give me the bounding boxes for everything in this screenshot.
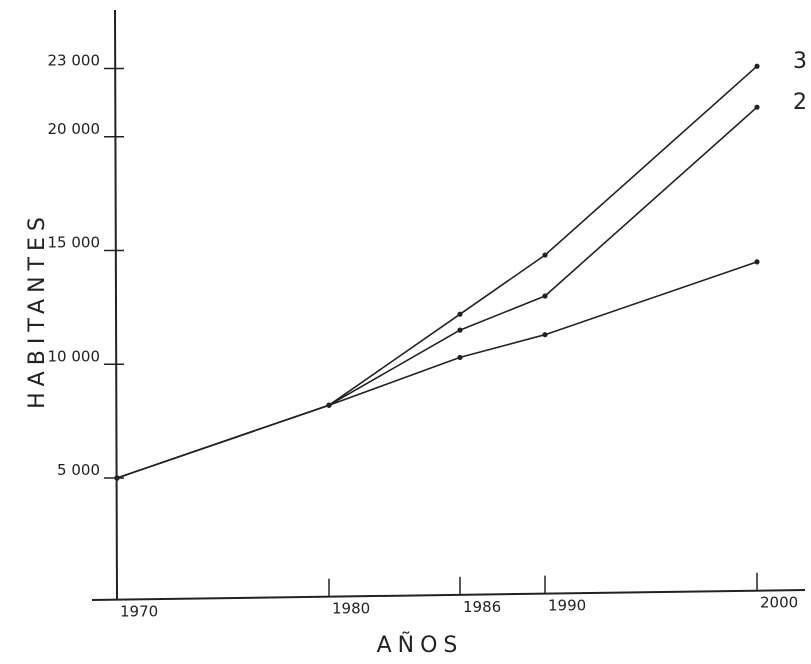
- data-point: [326, 402, 332, 408]
- data-point: [754, 259, 760, 265]
- x-tick-label: 1970: [120, 603, 158, 621]
- data-point: [542, 252, 548, 258]
- series-points: [114, 63, 760, 481]
- data-point: [457, 311, 463, 317]
- x-tick-label: 1990: [548, 597, 586, 615]
- data-point: [457, 327, 463, 333]
- y-tick-label: 15 000: [48, 234, 101, 252]
- x-tick-label: 1986: [463, 598, 501, 616]
- data-point: [754, 104, 760, 110]
- series-label: 2: [793, 90, 807, 115]
- y-axis-title: HABITANTES: [25, 211, 50, 409]
- data-point: [754, 63, 760, 69]
- y-tick-label: 10 000: [48, 347, 101, 365]
- y-axis-line: [114, 9, 118, 601]
- x-tick-label: 1980: [332, 600, 370, 618]
- series-line: [116, 65, 758, 479]
- series-line: [116, 106, 758, 479]
- series-label: 3: [793, 49, 807, 74]
- data-point: [457, 354, 463, 361]
- data-point: [542, 332, 548, 338]
- series-lines: [116, 65, 758, 479]
- x-ticks: 1970 1980 1986 1990 2000: [116, 572, 798, 621]
- data-point: [114, 475, 120, 481]
- y-ticks: 5 000 10 000 15 000 20 000 23 000: [48, 52, 124, 479]
- data-point: [542, 293, 548, 299]
- y-tick-label: 5 000: [57, 461, 100, 479]
- series-labels: 23: [793, 49, 807, 115]
- x-axis-line: [91, 589, 806, 601]
- x-axis-title: AÑOS: [377, 631, 464, 658]
- axes: [91, 9, 806, 601]
- y-tick-label: 20 000: [48, 120, 101, 138]
- y-tick-label: 23 000: [48, 52, 101, 70]
- x-tick-label: 2000: [760, 594, 798, 612]
